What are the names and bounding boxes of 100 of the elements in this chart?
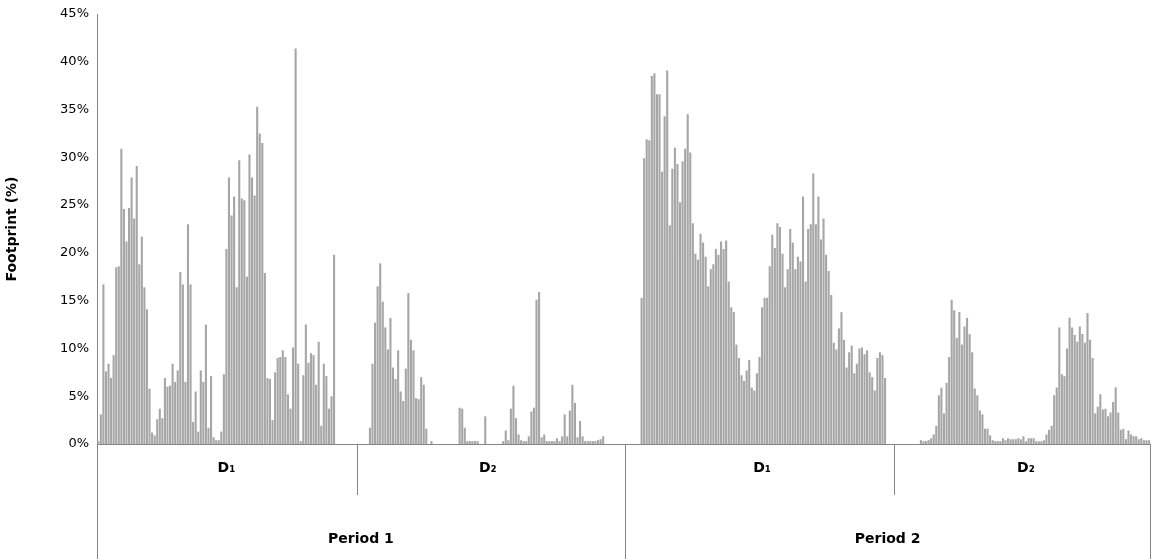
y-tick-label: 30% xyxy=(60,148,89,164)
x-tick-label: D₁ xyxy=(753,459,771,476)
bar xyxy=(120,148,123,444)
y-tick-label: 10% xyxy=(60,339,89,355)
bar xyxy=(594,441,597,444)
bar xyxy=(563,414,566,444)
bar xyxy=(571,384,574,444)
y-tick-label: 45% xyxy=(60,5,89,21)
bar xyxy=(504,430,507,444)
bar xyxy=(1137,439,1140,444)
bar xyxy=(860,347,864,444)
bar xyxy=(1027,438,1030,444)
bar xyxy=(179,272,182,444)
bar xyxy=(958,312,961,444)
bar xyxy=(389,317,392,444)
bar xyxy=(1086,313,1089,444)
bar xyxy=(317,341,320,444)
y-tick-label: 35% xyxy=(60,100,89,116)
bar xyxy=(309,353,313,444)
bar xyxy=(940,387,943,444)
bar xyxy=(922,441,925,444)
bar xyxy=(268,379,272,444)
bar xyxy=(763,297,766,444)
bar xyxy=(1135,436,1138,444)
bar xyxy=(555,438,559,444)
x-tick-label: D₂ xyxy=(1017,459,1035,476)
bar xyxy=(209,376,213,444)
bar xyxy=(322,363,325,444)
bar xyxy=(227,177,231,444)
bar xyxy=(256,106,259,444)
bar xyxy=(186,224,190,444)
bar xyxy=(312,355,315,444)
bar xyxy=(512,385,515,444)
bar xyxy=(789,229,792,444)
bar xyxy=(281,350,284,444)
bar xyxy=(579,421,582,444)
bar xyxy=(1122,428,1125,444)
bar xyxy=(850,345,853,444)
bar xyxy=(840,312,843,444)
bar xyxy=(986,428,989,444)
bar xyxy=(420,377,423,444)
bar xyxy=(858,348,861,444)
bar xyxy=(801,196,805,444)
bar xyxy=(107,363,110,444)
bar xyxy=(645,139,648,444)
bar xyxy=(822,218,825,444)
bar xyxy=(238,160,241,444)
x-tick-label: D₁ xyxy=(217,459,236,476)
bar xyxy=(304,324,307,444)
bar xyxy=(476,441,479,444)
bar xyxy=(817,196,820,444)
bar xyxy=(658,94,661,444)
bar xyxy=(748,359,751,444)
bar xyxy=(163,378,166,444)
bar xyxy=(881,355,884,444)
bar xyxy=(776,223,779,444)
y-tick-label: 20% xyxy=(60,244,89,260)
bar xyxy=(666,70,669,444)
bar xyxy=(930,438,933,444)
y-tick-label: 15% xyxy=(60,292,89,308)
y-tick-label: 0% xyxy=(68,435,89,451)
bar xyxy=(407,293,410,444)
bar xyxy=(538,292,541,444)
bar xyxy=(276,358,279,444)
bar xyxy=(473,441,477,444)
bar xyxy=(1104,408,1107,444)
bar xyxy=(924,441,928,444)
bar xyxy=(596,440,600,444)
bar xyxy=(1001,438,1004,444)
bar xyxy=(1127,430,1130,444)
bar xyxy=(950,299,953,444)
bar xyxy=(530,411,533,444)
bar xyxy=(999,441,1002,444)
bar xyxy=(194,391,197,444)
bar xyxy=(1145,440,1148,444)
bar xyxy=(458,407,461,444)
bar xyxy=(484,416,487,444)
bar xyxy=(248,154,251,444)
bar xyxy=(919,440,922,444)
bar xyxy=(981,414,984,444)
bar xyxy=(158,408,161,444)
y-axis-title: Footprint (%) xyxy=(3,176,20,282)
bar xyxy=(102,284,105,444)
bar xyxy=(471,441,474,444)
bar xyxy=(1058,327,1061,444)
y-tick-label: 5% xyxy=(68,387,89,403)
bar xyxy=(243,200,246,444)
text: Period 2 xyxy=(854,529,921,546)
bar xyxy=(1114,387,1117,444)
y-tick-label: 25% xyxy=(60,196,89,212)
bar xyxy=(204,324,207,444)
bar xyxy=(135,165,138,444)
bar xyxy=(171,363,174,444)
bar xyxy=(686,114,689,444)
bar xyxy=(812,173,815,444)
bar xyxy=(1099,394,1102,444)
bar xyxy=(599,439,602,444)
bar xyxy=(653,73,656,444)
y-tick-label: 40% xyxy=(60,53,89,69)
bar xyxy=(553,441,556,444)
